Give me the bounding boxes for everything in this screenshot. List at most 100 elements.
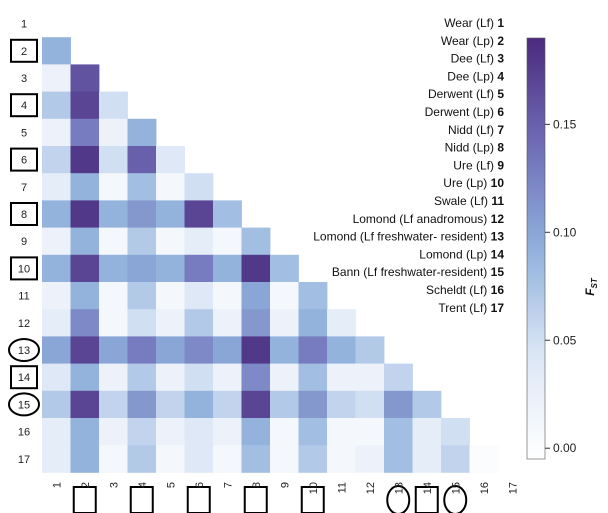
row-tick-box-6 xyxy=(10,147,38,172)
row-tick-4: 4 xyxy=(10,93,38,118)
row-tick-2: 2 xyxy=(10,38,38,63)
col-tick-4: 4 xyxy=(129,482,154,513)
col-tick-label-16: 16 xyxy=(479,482,491,494)
heatmap-cell-15-9 xyxy=(270,390,299,419)
col-tick-14: 14 xyxy=(414,482,439,513)
heatmap-cell-13-4 xyxy=(127,336,157,364)
row-tick-box-14 xyxy=(10,365,38,390)
heatmap-cell-16-9 xyxy=(270,418,299,446)
row-tick-13: 13 xyxy=(8,338,40,362)
heatmap-cell-15-11 xyxy=(327,390,356,419)
legend-entry-number: 2 xyxy=(497,34,504,48)
heatmap-cell-11-1 xyxy=(42,282,71,310)
row-tick-label-6: 6 xyxy=(21,155,27,167)
legend-entry-number: 5 xyxy=(497,87,504,101)
colorbar-label: FST xyxy=(583,277,599,296)
heatmap-cell-16-8 xyxy=(241,418,271,446)
heatmap-cell-16-12 xyxy=(355,418,385,446)
heatmap-cell-9-3 xyxy=(99,227,128,256)
heatmap-cell-13-12 xyxy=(355,336,385,364)
row-tick-box-2 xyxy=(10,38,38,63)
heatmap-cell-10-7 xyxy=(213,254,242,283)
col-tick-label-12: 12 xyxy=(365,482,377,494)
legend-entry-name: Trent (Lf) xyxy=(438,301,490,315)
col-tick-label-8: 8 xyxy=(251,482,263,488)
legend-entry-number: 7 xyxy=(497,123,504,137)
legend-entry-number: 8 xyxy=(497,141,504,155)
heatmap-cell-10-1 xyxy=(42,254,71,283)
heatmap-cell-14-11 xyxy=(327,363,356,392)
heatmap-cell-4-1 xyxy=(42,91,71,120)
heatmap-cell-9-8 xyxy=(241,227,271,256)
heatmap-cell-10-2 xyxy=(70,254,100,283)
heatmap-cell-7-6 xyxy=(184,173,214,201)
colorbar-tick-label: 0.10 xyxy=(553,225,577,239)
heatmap-cell-8-7 xyxy=(213,200,242,228)
heatmap-cell-17-3 xyxy=(99,445,128,473)
heatmap-cell-17-10 xyxy=(298,445,328,473)
row-tick-14: 14 xyxy=(10,365,38,390)
heatmap-cell-11-8 xyxy=(241,282,271,310)
heatmap-cell-9-4 xyxy=(127,227,157,256)
col-tick-13: 13 xyxy=(386,482,411,513)
col-tick-circle-15 xyxy=(443,485,468,513)
heatmap-cell-15-13 xyxy=(384,390,413,419)
legend-entry-name: Wear (Lp) xyxy=(441,34,497,48)
col-tick-box-10 xyxy=(300,486,325,513)
row-tick-box-10 xyxy=(10,256,38,281)
col-tick-9: 9 xyxy=(279,482,291,488)
legend-entry-name: Lomond (Lf anadromous) xyxy=(353,212,491,226)
heatmap-cell-7-3 xyxy=(99,173,128,201)
heatmap-cell-12-1 xyxy=(42,309,71,337)
heatmap-cell-8-1 xyxy=(42,200,71,228)
legend-entry-name: Wear (Lf) xyxy=(444,16,497,30)
heatmap-cell-14-13 xyxy=(384,363,413,392)
heatmap-cell-15-8 xyxy=(241,390,271,419)
heatmap-cell-14-12 xyxy=(355,363,385,392)
legend-entry-number: 12 xyxy=(491,212,505,226)
heatmap-cell-17-5 xyxy=(156,445,185,473)
legend-entry-13: Lomond (Lf freshwater- resident) 13 xyxy=(313,230,504,244)
legend-entry-15: Bann (Lf freshwater-resident) 15 xyxy=(332,265,504,279)
heatmap-cell-10-8 xyxy=(241,254,271,283)
legend-entry-number: 15 xyxy=(491,265,505,279)
heatmap-cell-4-2 xyxy=(70,91,100,120)
row-tick-label-2: 2 xyxy=(21,46,27,58)
colorbar-gradient xyxy=(526,37,546,460)
legend-entry-name: Derwent (Lf) xyxy=(428,87,497,101)
legend-entry-name: Derwent (Lp) xyxy=(425,105,498,119)
heatmap-cell-15-4 xyxy=(127,390,157,419)
legend-entry-name: Bann (Lf freshwater-resident) xyxy=(332,265,491,279)
col-tick-label-1: 1 xyxy=(51,482,63,488)
heatmap-cell-12-5 xyxy=(156,309,185,337)
heatmap-cell-14-4 xyxy=(127,363,157,392)
col-tick-16: 16 xyxy=(479,482,491,494)
row-tick-5: 5 xyxy=(21,127,27,139)
row-tick-label-3: 3 xyxy=(21,73,27,85)
heatmap-cell-15-12 xyxy=(355,390,385,419)
col-tick-label-7: 7 xyxy=(222,482,234,488)
legend-entry-10: Ure (Lp) 10 xyxy=(443,176,504,190)
row-tick-label-4: 4 xyxy=(21,100,27,112)
colorbar-tick-label: 0.15 xyxy=(553,117,577,131)
heatmap-cell-15-7 xyxy=(213,390,242,419)
heatmap-cell-14-7 xyxy=(213,363,242,392)
heatmap-cell-13-6 xyxy=(184,336,214,364)
heatmap-cell-7-2 xyxy=(70,173,100,201)
row-tick-12: 12 xyxy=(18,318,30,330)
row-tick-16: 16 xyxy=(18,427,30,439)
row-tick-8: 8 xyxy=(10,202,38,226)
heatmap-cell-17-12 xyxy=(355,445,385,473)
row-tick-box-8 xyxy=(10,202,38,226)
row-tick-3: 3 xyxy=(21,73,27,85)
heatmap-cell-6-3 xyxy=(99,146,128,174)
heatmap-cell-15-2 xyxy=(70,390,100,419)
heatmap-cell-12-7 xyxy=(213,309,242,337)
heatmap-cell-16-5 xyxy=(156,418,185,446)
heatmap-cell-11-2 xyxy=(70,282,100,310)
row-tick-label-10: 10 xyxy=(18,263,30,275)
legend-entry-7: Nidd (Lf) 7 xyxy=(448,123,504,137)
heatmap-cell-14-9 xyxy=(270,363,299,392)
heatmap-cell-17-9 xyxy=(270,445,299,473)
